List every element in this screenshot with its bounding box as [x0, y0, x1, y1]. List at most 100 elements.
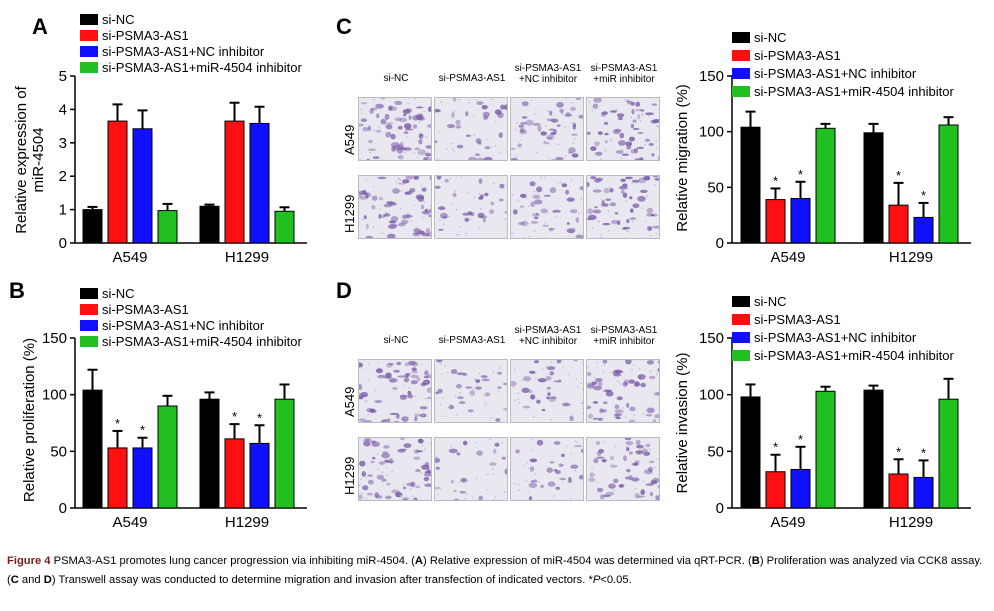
bar-b [199, 398, 220, 509]
legend-label-a: si-PSMA3-AS1 [102, 28, 189, 43]
legend-label-c: si-NC [754, 30, 787, 45]
caption-ref-a: A [414, 555, 423, 567]
stained-cells-icon [359, 176, 431, 238]
stained-cells-icon [359, 438, 431, 500]
y-tick-label-d: 100 [699, 387, 724, 404]
significance-star-c: * [896, 168, 901, 183]
y-axis-label-b: Relative proliferation (%) [21, 338, 38, 502]
figure-caption: Figure 4 PSMA3-AS1 promotes lung cancer … [7, 552, 987, 590]
y-tick-label-a: 0 [59, 235, 67, 252]
micrograph-column-label: si-PSMA3-AS1 +NC inhibitor [514, 63, 582, 85]
panel-letter-c: C [336, 14, 352, 39]
significance-star-c: * [773, 173, 778, 188]
micrograph-image [358, 359, 432, 423]
bar-c [863, 132, 884, 244]
micrograph-image [434, 359, 508, 423]
caption-ref-c: C [10, 574, 19, 586]
y-tick-label-a: 5 [59, 68, 67, 85]
significance-star-b: * [140, 423, 145, 438]
legend-label-b: si-PSMA3-AS1+miR-4504 inhibitor [102, 334, 302, 349]
x-tick-label-b: A549 [112, 514, 147, 531]
legend-label-d: si-PSMA3-AS1+miR-4504 inhibitor [754, 348, 954, 363]
legend-label-c: si-PSMA3-AS1+NC inhibitor [754, 66, 917, 81]
chart-d-invasion: 0 50 100 150 Relative invasion (%) A549 * * H129… [674, 294, 971, 531]
micrograph-row-label: A549 [342, 386, 357, 417]
micrograph-image [434, 175, 508, 239]
bar-c [815, 127, 836, 244]
panel-letter-b: B [9, 278, 25, 303]
y-tick-label-b: 100 [42, 387, 67, 404]
micrograph-column-label: si-PSMA3-AS1 +miR inhibitor [590, 63, 658, 85]
stained-cells-icon [435, 98, 507, 160]
stained-cells-icon [359, 98, 431, 160]
bar-d [765, 471, 786, 509]
legend-swatch-c [732, 68, 750, 79]
stained-cells-icon [587, 98, 659, 160]
stained-cells-icon [359, 360, 431, 422]
legend-label-c: si-PSMA3-AS1 [754, 48, 841, 63]
legend-swatch-b [80, 336, 98, 347]
legend-label-a: si-PSMA3-AS1+miR-4504 inhibitor [102, 60, 302, 75]
bar-c [790, 197, 811, 244]
stained-cells-icon [587, 176, 659, 238]
legend-swatch-d [732, 314, 750, 325]
bar-b [82, 389, 103, 509]
micrograph-image [510, 437, 584, 501]
legend-label-d: si-PSMA3-AS1+NC inhibitor [754, 330, 917, 345]
caption-p: P [592, 574, 601, 586]
caption-d-text: ) Transwell assay was conducted to deter… [51, 574, 593, 586]
panel-letter-a: A [32, 14, 48, 39]
bar-b [132, 447, 153, 509]
significance-star-c: * [921, 188, 926, 203]
bar-a [157, 210, 178, 244]
legend-label-b: si-PSMA3-AS1+NC inhibitor [102, 318, 265, 333]
y-axis-label-a: Relative expression of [13, 85, 30, 233]
y-tick-label-d: 150 [699, 330, 724, 347]
micrograph-image [434, 97, 508, 161]
micrograph-column-label: si-PSMA3-AS1 +NC inhibitor [514, 325, 582, 347]
legend-swatch-a [80, 62, 98, 73]
y-tick-label-a: 2 [59, 168, 67, 185]
legend-swatch-c [732, 50, 750, 61]
legend-label-d: si-NC [754, 294, 787, 309]
x-tick-label-c: A549 [770, 249, 805, 266]
bar-b [249, 442, 270, 509]
micrograph-column-label: si-NC [383, 73, 409, 84]
micrograph-image [510, 175, 584, 239]
significance-star-b: * [232, 409, 237, 424]
chart-c-migration: 0 50 100 150 Relative migration (%) A549 * * H12… [674, 30, 971, 266]
micrograph-grid-d: si-NC si-PSMA3-AS1 si-PSMA3-AS1 +NC inhibi… [340, 325, 670, 507]
legend-swatch-a [80, 30, 98, 41]
chart-a-expression: 0 1 2 3 4 5 Relative expression of miR-4504 A549… [13, 12, 307, 266]
micrograph-image [586, 437, 660, 501]
bar-c [938, 124, 959, 244]
y-tick-label-c: 150 [699, 68, 724, 85]
micrograph-image [586, 97, 660, 161]
bar-d [913, 476, 934, 509]
micrograph-image [586, 175, 660, 239]
micrograph-image [434, 437, 508, 501]
micrograph-image [510, 97, 584, 161]
bar-c [888, 204, 909, 244]
y-tick-label-c: 100 [699, 124, 724, 141]
x-tick-label-b: H1299 [225, 514, 269, 531]
micrograph-column-label: si-PSMA3-AS1 [438, 73, 506, 84]
bar-d [790, 468, 811, 509]
bar-d [888, 473, 909, 509]
significance-star-d: * [798, 432, 803, 447]
bar-d [815, 390, 836, 509]
micrograph-grid-c: si-NC si-PSMA3-AS1 si-PSMA3-AS1 +NC inhibi… [340, 63, 670, 245]
significance-star-b: * [257, 410, 262, 425]
stained-cells-icon [435, 360, 507, 422]
bar-a [82, 209, 103, 244]
legend-swatch-d [732, 332, 750, 343]
bar-a [274, 210, 295, 244]
significance-star-d: * [921, 445, 926, 460]
legend-swatch-d [732, 296, 750, 307]
legend-swatch-a [80, 46, 98, 57]
legend-swatch-c [732, 86, 750, 97]
y-tick-label-b: 150 [42, 330, 67, 347]
micrograph-column-label: si-PSMA3-AS1 [438, 335, 506, 346]
legend-label-d: si-PSMA3-AS1 [754, 312, 841, 327]
